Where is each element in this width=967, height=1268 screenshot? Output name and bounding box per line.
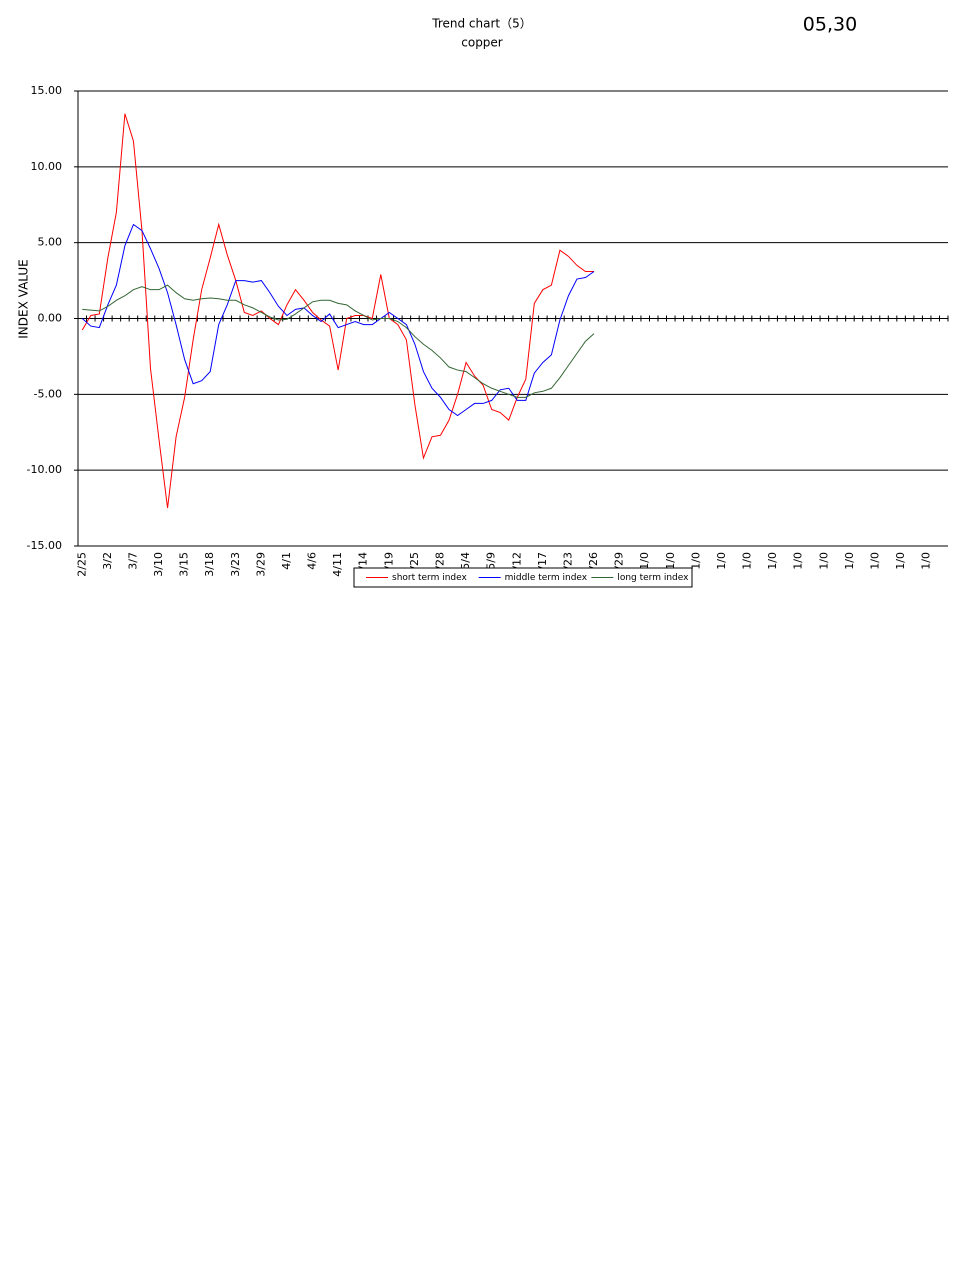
x-tick-label: 1/0 (715, 552, 728, 570)
x-tick-label: 3/29 (254, 552, 267, 577)
y-tick-label: 10.00 (31, 160, 63, 173)
x-tick-label: 1/0 (664, 552, 677, 570)
y-tick-label: -5.00 (34, 387, 62, 400)
x-tick-label: 4/6 (306, 552, 319, 570)
x-tick-label: 3/18 (203, 552, 216, 577)
x-tick-label: 1/0 (843, 552, 856, 570)
y-tick-label: -10.00 (27, 463, 62, 476)
x-tick-label: 1/0 (689, 552, 702, 570)
y-tick-label: -15.00 (27, 539, 62, 552)
x-tick-label: 3/7 (126, 552, 139, 570)
x-tick-label: 1/0 (817, 552, 830, 570)
legend-label: short term index (392, 573, 468, 583)
x-tick-label: 1/0 (741, 552, 754, 570)
x-tick-label: 4/1 (280, 552, 293, 570)
x-tick-label: 1/0 (766, 552, 779, 570)
chart-title: Trend chart（5） (431, 17, 532, 31)
legend-label: middle term index (505, 573, 588, 583)
x-tick-label: 1/0 (920, 552, 933, 570)
legend-box (353, 567, 693, 588)
x-tick-label: 1/0 (792, 552, 805, 570)
y-axis-title: INDEX VALUE (17, 259, 31, 338)
chart-subtitle: copper (461, 36, 503, 50)
x-tick-label: 1/0 (638, 552, 651, 570)
y-tick-label: 15.00 (31, 84, 63, 97)
corner-label: 05,30 (803, 14, 857, 36)
x-tick-label: 3/10 (152, 552, 165, 577)
x-tick-label: 1/0 (894, 552, 907, 570)
y-tick-label: 5.00 (38, 236, 63, 249)
x-tick-label: 2/25 (75, 552, 88, 577)
legend-label: long term index (617, 573, 689, 583)
series-line (81, 223, 595, 417)
series-line (81, 113, 595, 509)
series-line (82, 284, 595, 398)
x-tick-label: 3/2 (101, 552, 114, 570)
y-tick-label: 0.00 (38, 312, 63, 325)
x-tick-label: 4/11 (331, 552, 344, 577)
x-tick-label: 5/9 (485, 552, 498, 570)
x-tick-label: 3/23 (229, 552, 242, 577)
x-tick-label: 1/0 (869, 552, 882, 570)
x-tick-label: 5/4 (459, 552, 472, 570)
x-tick-label: 3/15 (178, 552, 191, 577)
